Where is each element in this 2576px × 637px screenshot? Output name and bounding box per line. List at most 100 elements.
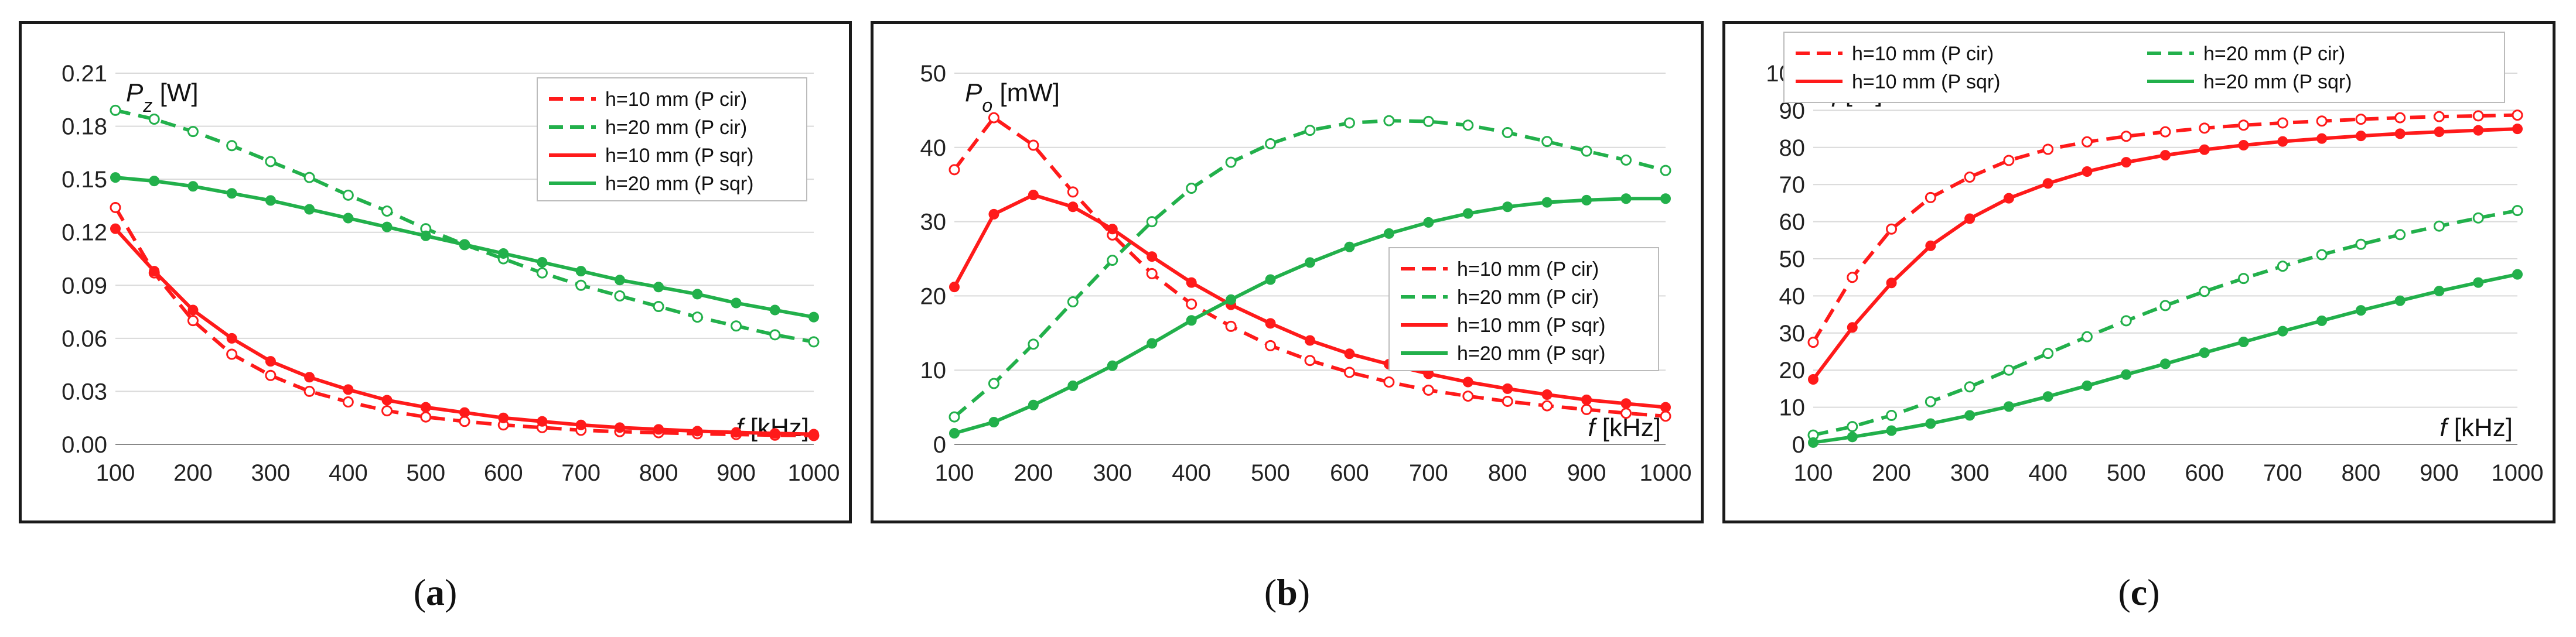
data-point [265,369,277,381]
data-point [226,333,237,344]
series-line-3 [114,227,814,436]
data-point [110,172,121,183]
data-point [2003,155,2015,166]
data-point [2355,114,2367,125]
data-point [1383,115,1395,126]
legend-entry: h=20 mm (P sqr) [605,173,754,195]
data-point [381,395,393,406]
data-point [1541,136,1553,148]
data-point [149,176,160,187]
y-tick-label: 20 [920,283,947,309]
y-tick-label: 0 [933,432,946,458]
data-point [1925,191,1936,203]
data-point [1886,410,1898,422]
data-point [1028,189,1039,200]
x-tick-label: 700 [561,460,601,486]
data-point [575,279,587,291]
data-point [1028,338,1039,350]
x-tick-label: 600 [484,460,523,486]
legend-box [1783,32,2505,103]
data-point [1383,376,1395,388]
data-point [2473,125,2484,136]
x-tick-label: 400 [329,460,368,486]
y-tick-label: 80 [1779,135,1806,161]
data-point [2316,115,2328,127]
data-point [691,311,703,323]
x-tick-label: 900 [1567,460,1606,486]
data-point [1808,437,1818,448]
data-point [304,204,315,215]
data-point [1343,117,1355,129]
data-point [1620,193,1632,204]
y-tick-label: 0.15 [62,167,107,193]
data-point [1620,407,1632,419]
data-point [2121,369,2132,380]
y-tick-label: 50 [1779,246,1806,272]
data-point [1107,360,1118,371]
data-point [1067,186,1079,198]
data-point [304,372,315,383]
data-point [949,427,960,439]
x-tick-label: 700 [1409,460,1448,486]
caption-a: (a) [413,571,458,613]
x-tick-label: 800 [1488,460,1527,486]
data-point [2120,315,2132,327]
y-axis-label: Po [mW] [965,78,1060,116]
data-point [1964,213,1975,224]
x-tick-label: 800 [639,460,678,486]
data-point [1305,335,1315,346]
data-point [110,223,121,234]
data-point [1186,277,1197,288]
x-tick-label: 100 [935,460,974,486]
data-point [2159,300,2171,311]
y-tick-label: 20 [1779,358,1806,383]
data-point [2082,380,2093,391]
data-point [1847,431,1858,443]
data-point [1146,268,1158,279]
legend: h=10 mm (P cir) h=20 mm (P cir) h=10 mm (P… [1783,32,2505,103]
data-point [731,320,742,332]
data-point [2394,128,2406,139]
data-point [2199,286,2210,297]
data-point [692,426,703,437]
data-point [343,213,354,224]
data-point [2355,238,2367,250]
data-point [1462,376,1473,388]
data-point [2434,286,2445,297]
data-point [1847,421,1858,433]
chart-c-svg: 0102030405060708090100100200300400500600… [1766,32,2543,486]
data-point [187,181,199,192]
data-point [381,221,393,232]
y-tick-label: 40 [1779,283,1806,309]
data-point [1964,410,1975,421]
data-point [988,416,999,427]
data-point [537,416,548,427]
legend-entry: h=10 mm (P cir) [1457,258,1599,280]
data-point [1147,251,1158,262]
data-point [614,422,625,433]
data-point [575,419,586,430]
data-point [187,315,199,327]
data-point [731,427,742,438]
data-point [459,239,470,250]
data-point [498,248,509,259]
data-point [1265,318,1276,329]
data-point [2160,358,2171,369]
chart-b-svg: 0 10 20 30 40 50 100 200 300 400 500 600 700 800 900 10… [920,61,1692,486]
x-tick-label: 600 [2185,460,2224,486]
data-point [2199,144,2210,155]
data-point [769,428,780,439]
data-point [1265,340,1277,351]
data-point [2316,133,2328,144]
data-point [1423,217,1434,228]
data-point [1886,278,1897,289]
data-point [1925,418,1936,429]
x-tick-label: 1000 [1640,460,1692,486]
data-point [1225,320,1237,332]
data-point [1186,315,1197,326]
data-point [1660,402,1671,413]
data-point [1462,391,1474,402]
data-point [948,164,960,176]
y-tick-label: 0.18 [62,114,107,140]
data-point [692,289,703,300]
